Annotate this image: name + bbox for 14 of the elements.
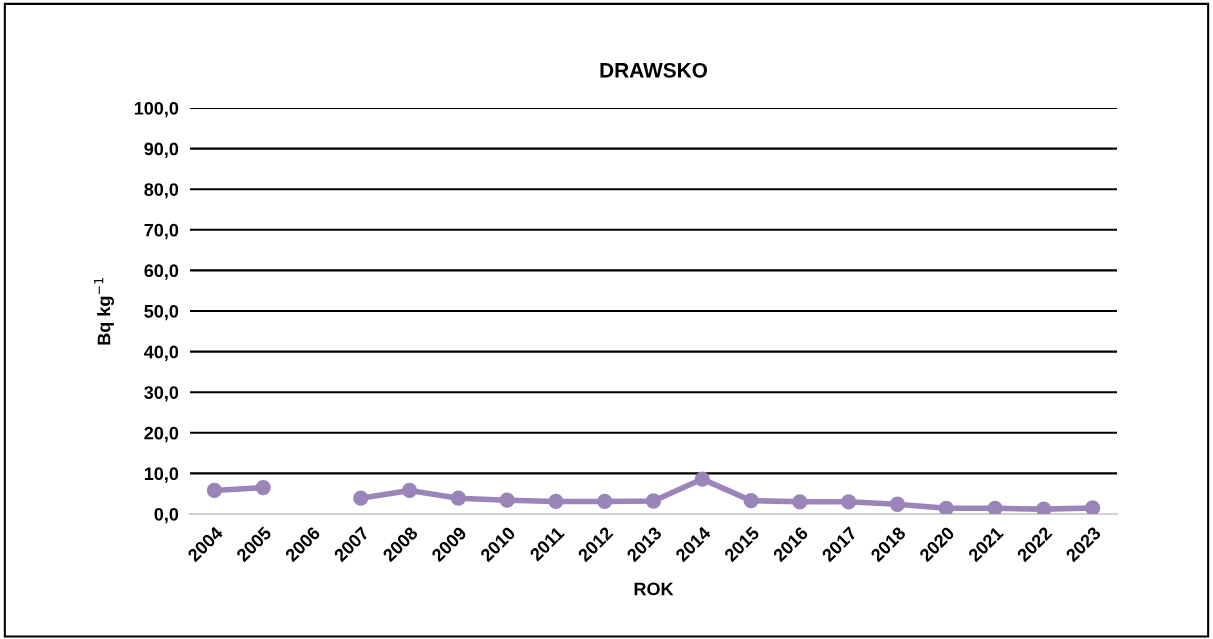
y-tick-label: 30,0 (144, 386, 179, 402)
x-axis-title: ROK (634, 582, 674, 596)
chart-title: DRAWSKO (600, 62, 708, 78)
y-tick-label: 90,0 (144, 142, 179, 158)
y-tick-label: 0,0 (154, 507, 179, 524)
y-tick-label: 40,0 (144, 345, 179, 361)
y-tick-label: 70,0 (144, 223, 179, 240)
y-tick-label: 10,0 (144, 467, 179, 483)
y-axis-title: Bq kg$^{−1}$ (94, 277, 114, 345)
y-tick-label: 50,0 (144, 304, 179, 321)
y-tick-label: 80,0 (144, 183, 179, 199)
y-tick-label: 20,0 (144, 426, 179, 443)
y-tick-label: 60,0 (144, 264, 179, 280)
y-tick-label: 100,0 (134, 101, 179, 118)
